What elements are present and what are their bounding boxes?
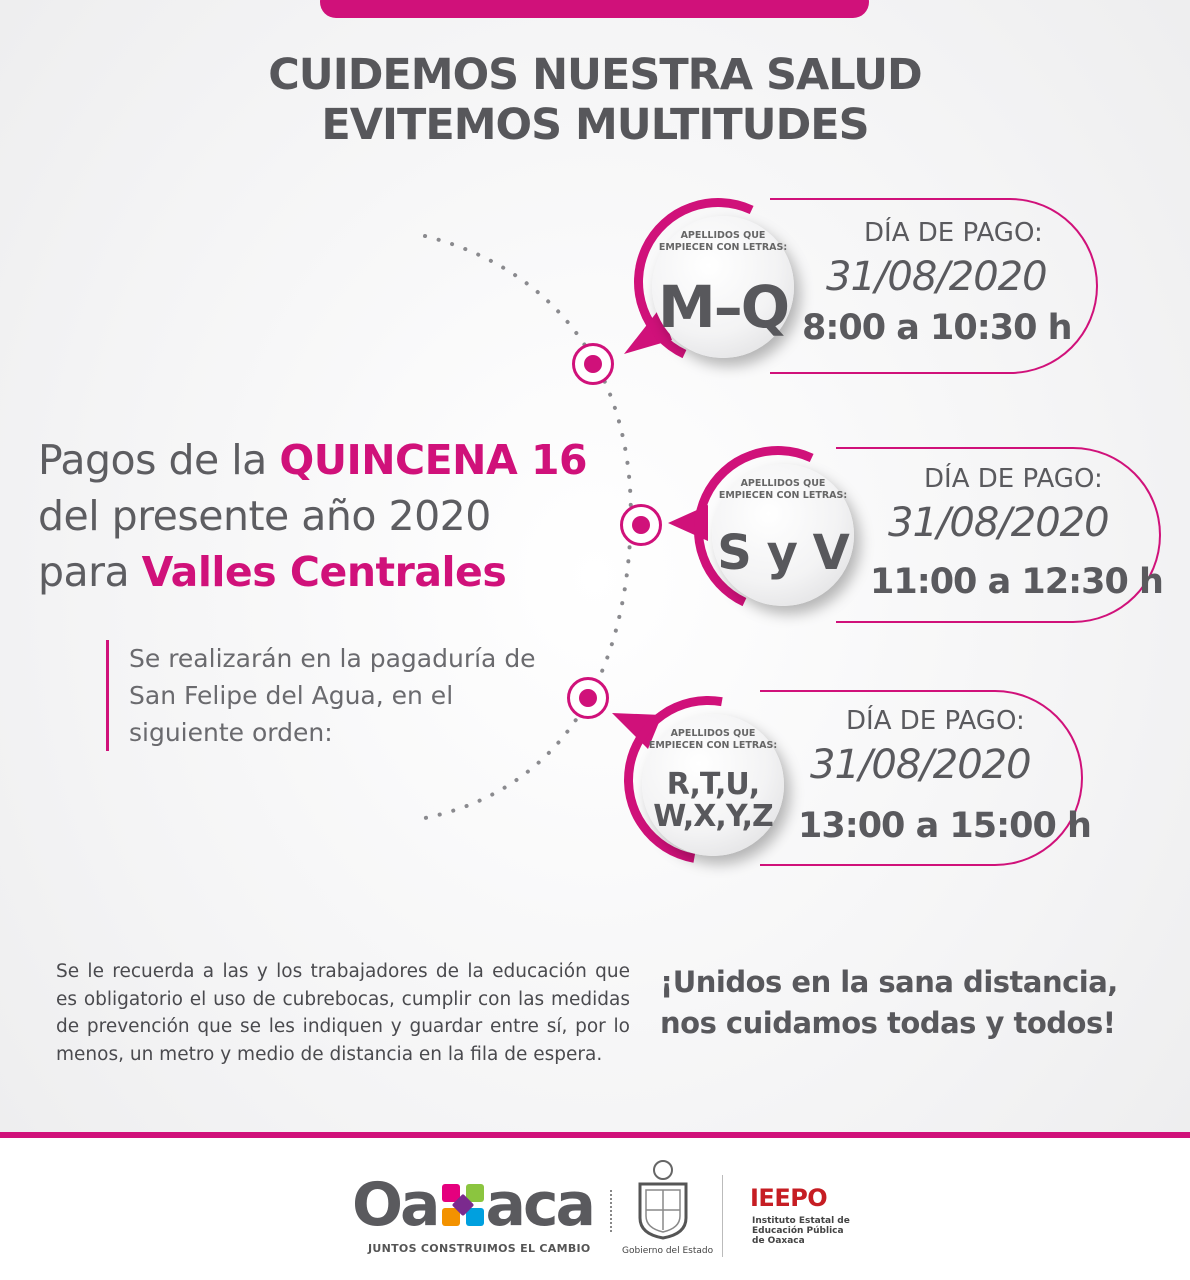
- target-icon: [572, 343, 614, 385]
- gobierno-label: Gobierno del Estado: [622, 1246, 714, 1256]
- pay-label-3: DÍA DE PAGO:: [846, 706, 1025, 736]
- badge-pointer-3: [612, 713, 662, 749]
- schedule-pill-1: [770, 198, 1098, 374]
- badge-sub-2: APELLIDOS QUE EMPIECEN CON LETRAS:: [718, 478, 848, 501]
- pay-date-2: 31/08/2020: [888, 500, 1110, 546]
- intro-year: del presente año 2020: [38, 492, 491, 540]
- badge-letters-1: M–Q: [657, 273, 790, 341]
- target-icon: [620, 504, 662, 546]
- pay-label-2: DÍA DE PAGO:: [924, 464, 1103, 494]
- slogan-line-2: nos cuidamos todas y todos!: [660, 1006, 1116, 1040]
- pay-time-1: 8:00 a 10:30 h: [802, 308, 1073, 348]
- slogan: ¡Unidos en la sana distancia, nos cuidam…: [660, 962, 1118, 1044]
- location-note: Se realizarán en la pagaduría de San Fel…: [106, 640, 549, 751]
- intro-para: para: [38, 548, 142, 596]
- target-icon: [567, 677, 609, 719]
- schedule-pill-3: [760, 690, 1083, 866]
- ieepo-fullname: Instituto Estatal de Educación Pública d…: [752, 1216, 850, 1246]
- schedule-pill-2: [836, 447, 1161, 623]
- intro-quincena: QUINCENA 16: [279, 436, 588, 484]
- badge-sub-3: APELLIDOS QUE EMPIECEN CON LETRAS:: [648, 728, 778, 751]
- badge-pointer-2: [668, 505, 708, 541]
- ieepo-logo: IEEPO: [750, 1184, 828, 1212]
- badge-letters-3b: W,X,Y,Z: [653, 799, 773, 834]
- intro-heading: Pagos de la QUINCENA 16 del presente año…: [38, 432, 588, 600]
- letters-badge-1: APELLIDOS QUE EMPIECEN CON LETRAS: M–Q: [652, 216, 794, 358]
- letters-badge-3: APELLIDOS QUE EMPIECEN CON LETRAS: R,T,U…: [642, 714, 784, 856]
- logo-separator-dotted: [610, 1190, 614, 1232]
- headline-line-1: CUIDEMOS NUESTRA SALUD: [268, 50, 923, 100]
- state-seal-icon: [638, 1160, 688, 1240]
- pay-time-2: 11:00 a 12:30 h: [870, 562, 1164, 602]
- pay-date-3: 31/08/2020: [810, 742, 1032, 788]
- footer: [0, 1138, 1190, 1280]
- letters-badge-2: APELLIDOS QUE EMPIECEN CON LETRAS: S y V: [712, 464, 854, 606]
- intro-region: Valles Centrales: [141, 548, 507, 596]
- headline: CUIDEMOS NUESTRA SALUD EVITEMOS MULTITUD…: [0, 50, 1190, 150]
- top-accent-bar: [320, 0, 869, 18]
- headline-line-2: EVITEMOS MULTITUDES: [321, 100, 869, 150]
- oaxaca-logo-part-b: aca: [485, 1170, 597, 1240]
- intro-text: Pagos de la: [38, 436, 280, 484]
- badge-letters-3a: R,T,U,: [666, 767, 760, 802]
- oaxaca-logo-part-a: Oa: [352, 1170, 440, 1240]
- oaxaca-tagline: JUNTOS CONSTRUIMOS EL CAMBIO: [368, 1242, 591, 1255]
- pay-date-1: 31/08/2020: [826, 254, 1048, 300]
- oaxaca-x-logo: [442, 1184, 484, 1226]
- footer-accent-line: [0, 1132, 1190, 1138]
- logo-separator: [722, 1175, 723, 1257]
- reminder-text: Se le recuerda a las y los trabajadores …: [56, 961, 630, 1065]
- badge-letters-2: S y V: [717, 525, 849, 581]
- pay-label-1: DÍA DE PAGO:: [864, 218, 1043, 248]
- slogan-line-1: ¡Unidos en la sana distancia,: [660, 965, 1118, 999]
- badge-sub-1: APELLIDOS QUE EMPIECEN CON LETRAS:: [658, 230, 788, 253]
- pay-time-3: 13:00 a 15:00 h: [798, 806, 1092, 846]
- oaxaca-logo: Oa aca: [352, 1170, 597, 1240]
